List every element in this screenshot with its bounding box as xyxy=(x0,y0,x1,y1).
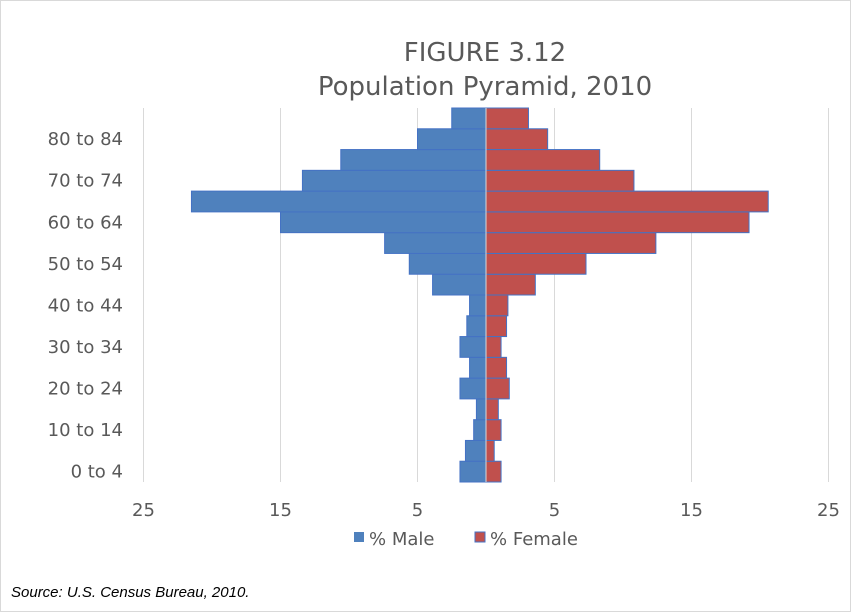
bar-male-2 xyxy=(473,419,487,441)
bar-male-12 xyxy=(280,211,487,234)
bar-female-9 xyxy=(485,273,536,296)
bar-female-11 xyxy=(485,232,657,254)
bar-female-12 xyxy=(485,211,750,234)
bar-male-17 xyxy=(451,107,487,130)
bar-female-1 xyxy=(485,439,495,462)
bar-female-2 xyxy=(485,419,502,441)
bar-male-5 xyxy=(469,356,487,379)
y-tick-label-1: 10 to 14 xyxy=(48,420,123,441)
bar-female-7 xyxy=(485,315,508,338)
x-tick-label-3: 5 xyxy=(549,500,560,521)
x-tick-label-2: 5 xyxy=(412,500,423,521)
bar-male-8 xyxy=(469,294,487,317)
bar-female-17 xyxy=(485,107,529,130)
bar-female-16 xyxy=(485,128,549,151)
y-tick-label-4: 40 to 44 xyxy=(48,295,123,316)
bar-male-15 xyxy=(340,149,487,171)
y-tick-label-0: 0 to 4 xyxy=(71,462,123,483)
bar-female-0 xyxy=(485,460,502,483)
bar-male-11 xyxy=(384,232,487,254)
x-axis-tick-labels: 25 15 5 5 15 25 xyxy=(132,500,840,521)
bar-male-0 xyxy=(459,460,487,483)
legend-female-label: % Female xyxy=(490,529,578,550)
bar-female-5 xyxy=(485,356,508,379)
legend: % Male % Female xyxy=(354,529,578,550)
bar-female-3 xyxy=(485,398,499,421)
bar-female-10 xyxy=(485,252,587,275)
bar-male-7 xyxy=(466,315,487,338)
y-tick-label-7: 70 to 74 xyxy=(48,171,123,192)
bar-male-3 xyxy=(475,398,487,421)
y-tick-label-3: 30 to 34 xyxy=(48,337,123,358)
bar-female-6 xyxy=(485,336,502,358)
x-tick-label-4: 15 xyxy=(680,500,703,521)
y-tick-label-5: 50 to 54 xyxy=(48,254,123,275)
source-note: Source: U.S. Census Bureau, 2010. xyxy=(11,584,250,601)
y-tick-label-8: 80 to 84 xyxy=(48,129,123,150)
chart-title: FIGURE 3.12 xyxy=(404,38,566,68)
bar-male-9 xyxy=(432,273,487,296)
bar-male-14 xyxy=(301,169,487,192)
bar-female-13 xyxy=(485,190,769,213)
bar-male-16 xyxy=(417,128,487,151)
bar-female-14 xyxy=(485,169,635,192)
bar-female-4 xyxy=(485,377,510,400)
legend-male-swatch xyxy=(354,532,364,542)
bar-male-1 xyxy=(464,439,487,462)
chart-subtitle: Population Pyramid, 2010 xyxy=(318,72,652,102)
bar-male-4 xyxy=(459,377,487,400)
y-axis-tick-labels: 0 to 4 10 to 14 20 to 24 30 to 34 40 to 44 50… xyxy=(48,129,123,482)
bar-female-8 xyxy=(485,294,509,317)
bars xyxy=(190,107,769,483)
bar-male-13 xyxy=(190,190,487,213)
bar-male-6 xyxy=(459,336,487,358)
bar-male-10 xyxy=(408,252,487,275)
legend-female-swatch xyxy=(474,531,486,543)
bar-female-15 xyxy=(485,149,601,171)
y-tick-label-2: 20 to 24 xyxy=(48,379,123,400)
y-tick-label-6: 60 to 64 xyxy=(48,212,123,233)
x-tick-label-1: 15 xyxy=(269,500,292,521)
legend-male-label: % Male xyxy=(369,529,434,550)
x-tick-label-5: 25 xyxy=(817,500,840,521)
x-tick-label-0: 25 xyxy=(132,500,155,521)
